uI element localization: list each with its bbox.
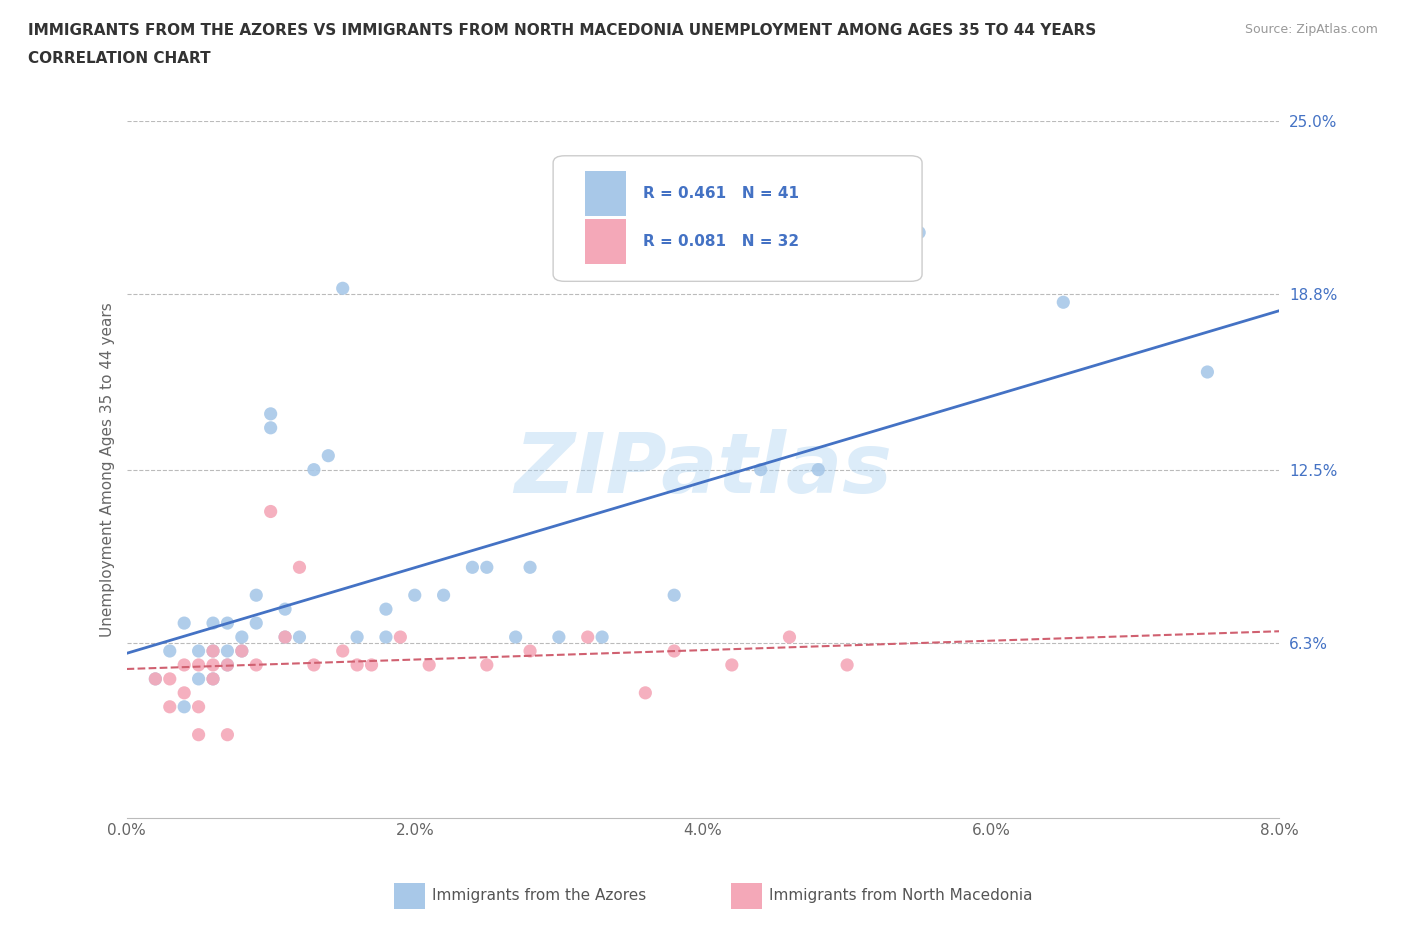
Point — [231, 630, 253, 644]
Point — [749, 462, 772, 477]
Point — [779, 630, 801, 644]
Point — [231, 644, 253, 658]
Text: R = 0.081   N = 32: R = 0.081 N = 32 — [643, 233, 799, 248]
Point — [202, 644, 225, 658]
Point — [245, 588, 267, 603]
Point — [202, 671, 225, 686]
Point — [173, 685, 195, 700]
Point — [475, 560, 498, 575]
Point — [634, 685, 657, 700]
Point — [1197, 365, 1219, 379]
Point — [202, 658, 225, 672]
Text: Immigrants from the Azores: Immigrants from the Azores — [432, 888, 645, 903]
Point — [576, 630, 599, 644]
Point — [332, 281, 354, 296]
Point — [202, 644, 225, 658]
Point — [259, 420, 281, 435]
Point — [807, 462, 830, 477]
Point — [302, 658, 325, 672]
Point — [505, 630, 527, 644]
Point — [187, 727, 209, 742]
FancyBboxPatch shape — [553, 155, 922, 282]
Point — [259, 504, 281, 519]
Point — [274, 602, 297, 617]
Point — [202, 616, 225, 631]
FancyBboxPatch shape — [585, 219, 626, 264]
Point — [404, 588, 426, 603]
Text: Immigrants from North Macedonia: Immigrants from North Macedonia — [769, 888, 1032, 903]
Point — [908, 225, 931, 240]
Point — [217, 658, 239, 672]
Point — [274, 630, 297, 644]
Point — [360, 658, 382, 672]
Point — [217, 727, 239, 742]
Point — [591, 630, 613, 644]
Point — [332, 644, 354, 658]
Point — [145, 671, 166, 686]
Point — [302, 462, 325, 477]
Point — [374, 630, 398, 644]
Text: IMMIGRANTS FROM THE AZORES VS IMMIGRANTS FROM NORTH MACEDONIA UNEMPLOYMENT AMONG: IMMIGRANTS FROM THE AZORES VS IMMIGRANTS… — [28, 23, 1097, 38]
Point — [664, 588, 686, 603]
Point — [664, 644, 686, 658]
Point — [173, 699, 195, 714]
Point — [173, 658, 195, 672]
Point — [202, 671, 225, 686]
Point — [288, 630, 311, 644]
Y-axis label: Unemployment Among Ages 35 to 44 years: Unemployment Among Ages 35 to 44 years — [100, 302, 115, 637]
Point — [288, 560, 311, 575]
Point — [720, 658, 742, 672]
Point — [461, 560, 484, 575]
Point — [187, 671, 209, 686]
Point — [346, 630, 368, 644]
Point — [519, 644, 541, 658]
Point — [245, 616, 267, 631]
Point — [475, 658, 498, 672]
Point — [519, 560, 541, 575]
Point — [418, 658, 440, 672]
Text: ZIPatlas: ZIPatlas — [515, 429, 891, 511]
Point — [346, 658, 368, 672]
Point — [389, 630, 412, 644]
Point — [1052, 295, 1074, 310]
Point — [231, 644, 253, 658]
Text: CORRELATION CHART: CORRELATION CHART — [28, 51, 211, 66]
Text: R = 0.461   N = 41: R = 0.461 N = 41 — [643, 186, 799, 201]
Point — [145, 671, 166, 686]
Point — [548, 630, 571, 644]
Point — [217, 644, 239, 658]
Point — [835, 658, 858, 672]
Point — [318, 448, 340, 463]
Point — [187, 699, 209, 714]
FancyBboxPatch shape — [585, 171, 626, 217]
Point — [173, 616, 195, 631]
Point — [374, 602, 398, 617]
Point — [259, 406, 281, 421]
Text: Source: ZipAtlas.com: Source: ZipAtlas.com — [1244, 23, 1378, 36]
Point — [217, 616, 239, 631]
Point — [159, 644, 181, 658]
Point — [217, 658, 239, 672]
Point — [159, 699, 181, 714]
Point — [245, 658, 267, 672]
Point — [187, 644, 209, 658]
Point — [159, 671, 181, 686]
Point — [187, 658, 209, 672]
Point — [433, 588, 456, 603]
Point — [274, 630, 297, 644]
